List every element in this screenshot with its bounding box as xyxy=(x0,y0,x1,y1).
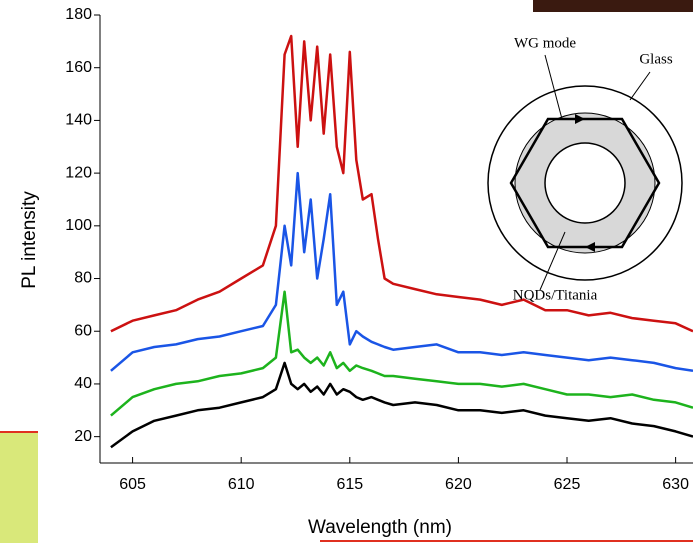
y-axis-label: PL intensity xyxy=(19,191,40,289)
decor xyxy=(533,0,693,12)
annotation: WG mode xyxy=(514,35,576,51)
x-tick-label: 630 xyxy=(662,476,689,493)
decor xyxy=(0,432,38,543)
y-tick-label: 180 xyxy=(65,6,92,23)
x-tick-label: 620 xyxy=(445,476,472,493)
x-axis-label: Wavelength (nm) xyxy=(308,517,452,538)
x-tick-label: 625 xyxy=(554,476,581,493)
y-tick-label: 80 xyxy=(74,270,92,287)
x-tick-label: 615 xyxy=(336,476,363,493)
series-line xyxy=(110,34,693,333)
y-tick-label: 40 xyxy=(74,375,92,392)
series-line xyxy=(110,290,693,417)
x-tick-label: 605 xyxy=(119,476,146,493)
y-tick-label: 100 xyxy=(65,217,92,234)
y-tick-label: 60 xyxy=(74,322,92,339)
y-tick-label: 140 xyxy=(65,112,92,129)
series-line xyxy=(110,361,693,449)
series-line xyxy=(110,171,693,373)
y-tick-label: 160 xyxy=(65,59,92,76)
annotation: Glass xyxy=(639,51,672,67)
y-tick-label: 120 xyxy=(65,164,92,181)
y-tick-label: 20 xyxy=(74,428,92,445)
inset xyxy=(487,54,683,291)
annotation: NQDs/Titania xyxy=(513,287,598,303)
x-tick-label: 610 xyxy=(228,476,255,493)
